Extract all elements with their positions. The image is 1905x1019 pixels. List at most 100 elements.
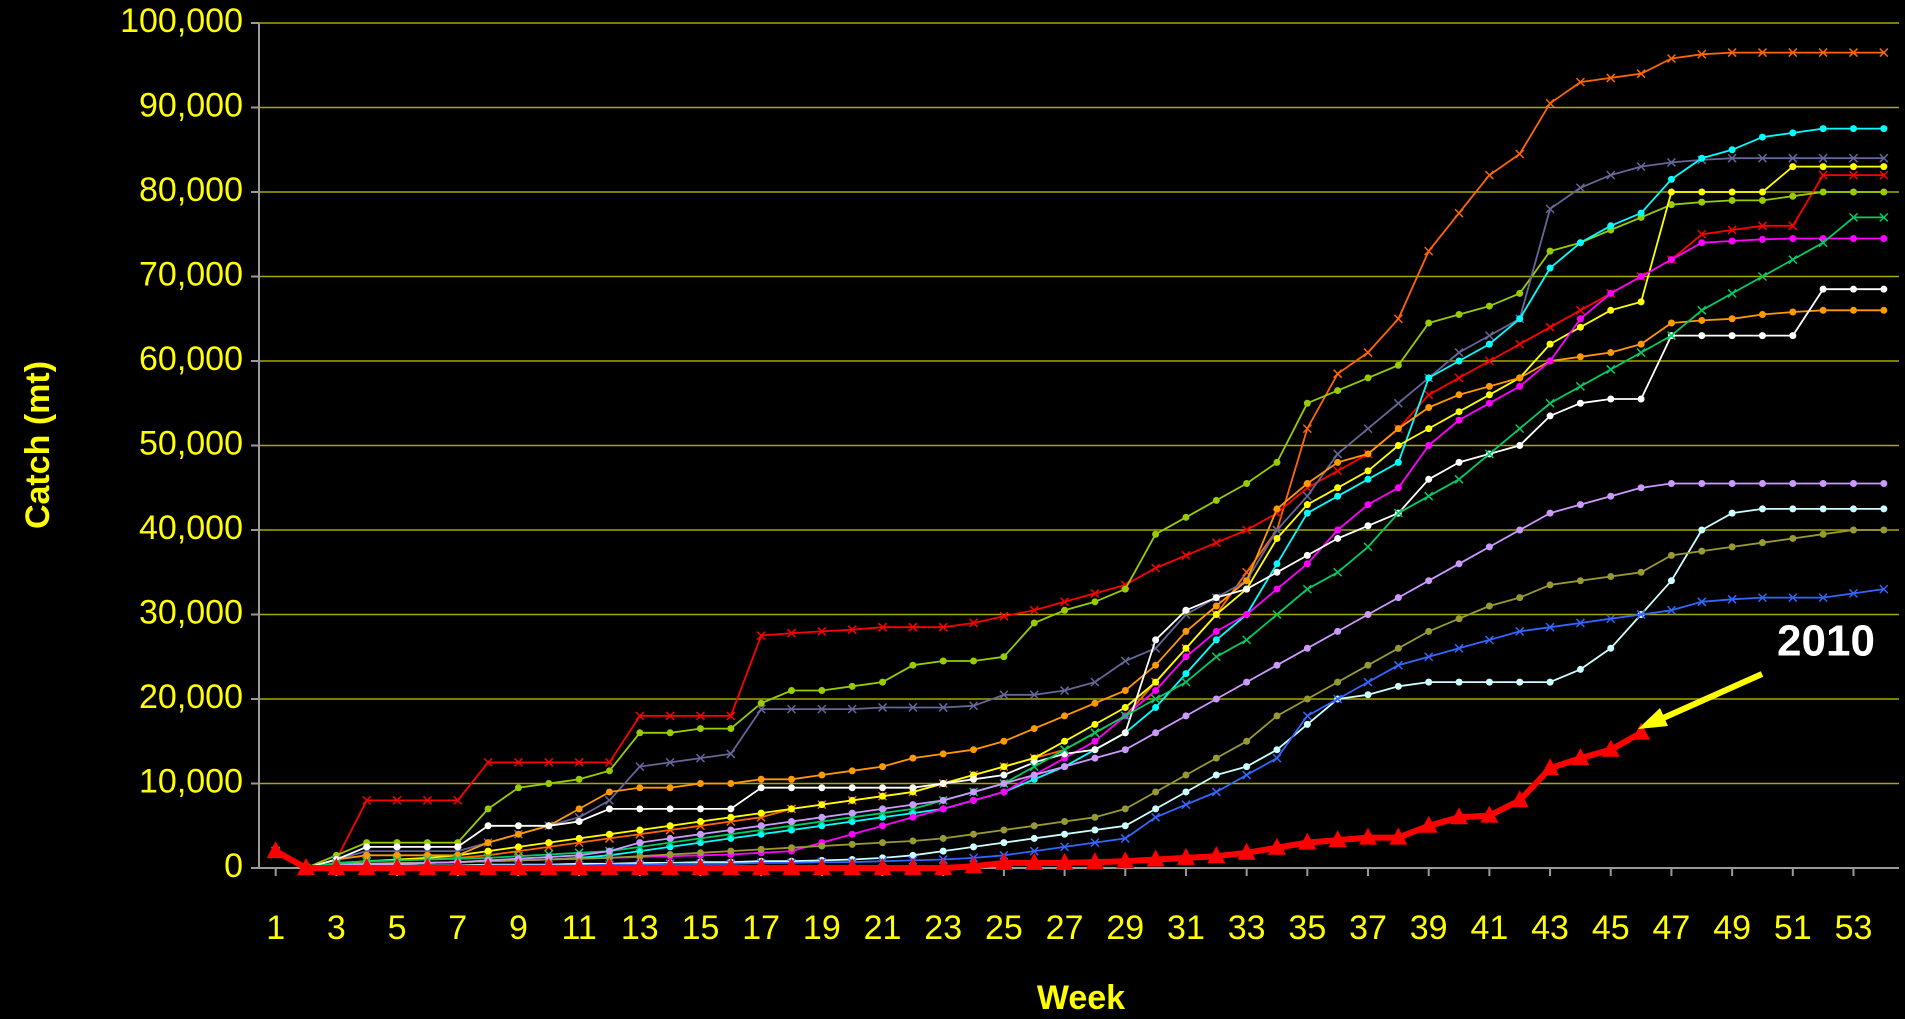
point [1182,627,1190,635]
point [1818,153,1828,163]
point [1849,505,1857,513]
point [1455,458,1463,466]
x-tick-label: 5 [388,909,407,947]
y-tick-label: 30,000 [139,593,243,631]
point [1182,670,1190,678]
point [1667,256,1675,264]
point [1727,225,1737,235]
point [1484,635,1494,645]
point [635,711,645,721]
point [1425,425,1433,433]
point [509,858,528,875]
point [1091,737,1099,745]
point [1516,442,1524,449]
point [1880,306,1888,314]
point [1424,652,1434,662]
point [1152,729,1160,737]
point [1849,480,1857,488]
point [605,767,613,775]
point [1484,356,1494,366]
point [1273,661,1281,669]
point [666,805,674,813]
point [604,795,614,805]
point [1788,255,1798,265]
point [1698,239,1706,247]
point [1364,522,1372,530]
point [939,750,947,758]
point [1121,703,1129,711]
point [1728,332,1736,340]
point [939,796,947,804]
x-tick-label: 45 [1592,909,1630,947]
point [1637,298,1645,306]
point [1516,594,1524,602]
point [788,818,796,826]
point [1242,635,1252,645]
point [1758,480,1766,488]
point [1272,753,1282,763]
point [1606,364,1616,374]
point [879,678,887,686]
point [604,757,614,767]
point [970,796,978,804]
point [1819,188,1827,196]
point [1758,311,1766,319]
point [1152,530,1160,538]
point [1121,805,1129,813]
point [1424,491,1434,501]
point [1880,526,1888,534]
point [727,847,735,855]
point [1819,505,1827,513]
x-tick-label: 51 [1774,909,1812,947]
point [1060,597,1070,607]
point [1364,691,1372,699]
point [1728,188,1736,196]
grid [251,22,1899,876]
point [1546,340,1554,348]
point [878,622,888,632]
point [818,687,826,695]
point [1637,209,1645,217]
point [1545,398,1555,408]
y-tick-label: 100,000 [120,2,243,40]
point [393,851,401,859]
point [1364,501,1372,509]
point [1728,509,1736,517]
point [605,788,613,796]
point [1302,491,1312,501]
y-tick-label: 60,000 [139,340,243,378]
point [1333,449,1343,459]
point [757,699,765,707]
point [1697,49,1707,59]
point [1789,308,1797,316]
point [1364,467,1372,475]
point [392,795,402,805]
x-tick-label: 33 [1228,909,1266,947]
point [1182,644,1190,652]
point [1152,661,1160,669]
point [1632,722,1651,740]
point [786,704,797,714]
x-tick-label: 9 [509,909,528,947]
point [1667,577,1675,585]
point [1666,605,1676,615]
point [636,805,644,813]
point [1757,271,1767,282]
point [696,780,704,787]
point [1758,235,1766,243]
point [1212,627,1220,635]
point [727,780,735,787]
point [1121,729,1129,737]
point [665,757,675,767]
point [695,753,706,763]
point [1055,852,1074,870]
point [1667,188,1675,196]
point [1085,852,1104,870]
point [909,754,917,762]
point [1848,153,1859,163]
point [1303,551,1311,559]
point [1758,539,1766,547]
point [393,843,401,851]
point [1207,846,1226,864]
point [1182,712,1190,720]
